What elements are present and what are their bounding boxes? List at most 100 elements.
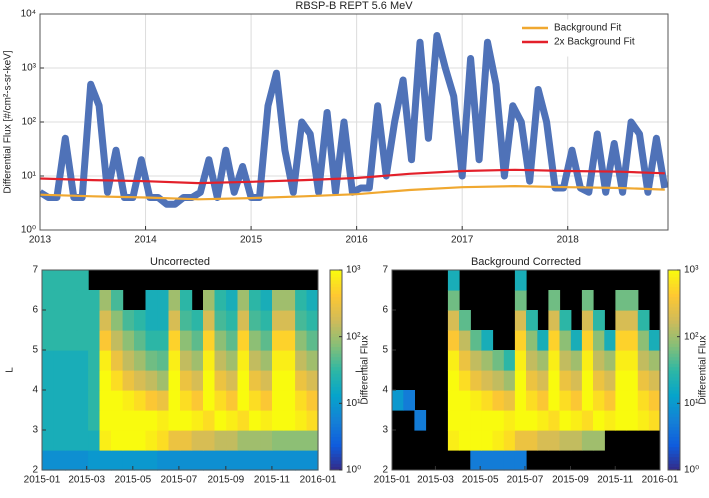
heat-cell — [306, 410, 319, 431]
heat-cell — [626, 350, 639, 371]
heat-cell — [168, 350, 181, 371]
heat-cell — [53, 390, 66, 411]
heat-cell — [99, 390, 112, 411]
colorbar-segment — [330, 396, 342, 401]
heat-cell — [615, 310, 628, 331]
heat-cell — [53, 310, 66, 331]
heat-cell — [559, 430, 572, 451]
heat-cell — [447, 390, 460, 411]
heat-cell — [503, 450, 516, 471]
heat-cell — [459, 430, 471, 451]
colorbar-segment — [668, 310, 680, 314]
heat-cell — [548, 350, 561, 371]
colorbar-label: Differential Flux — [698, 335, 709, 404]
colorbar-tick-label: 10³ — [346, 265, 361, 276]
heat-cell — [581, 310, 594, 331]
heat-cell — [191, 310, 204, 331]
heat-cell — [295, 310, 308, 331]
heat-cell — [76, 390, 89, 411]
heat-cell — [492, 390, 505, 411]
heat-cell — [392, 390, 404, 411]
heat-cell — [570, 370, 583, 391]
heat-cell — [447, 410, 460, 431]
y-tick-label: 6 — [32, 305, 38, 316]
heat-cell — [168, 450, 181, 471]
heat-cell — [648, 330, 661, 351]
colorbar-segment — [330, 313, 342, 318]
colorbar-segment — [330, 416, 342, 421]
heat-cell — [470, 390, 482, 411]
heat-cell — [157, 350, 170, 371]
heat-cell — [548, 370, 561, 391]
colorbar-segment — [668, 450, 680, 454]
colorbar-segment — [668, 436, 680, 441]
colorbar-segment — [668, 340, 680, 344]
colorbar-segment — [668, 376, 680, 381]
heat-cell — [88, 290, 101, 311]
heat-cell — [306, 290, 319, 311]
x-tick-label: 2014 — [134, 235, 157, 246]
x-tick-label: 2015 — [240, 235, 263, 246]
heat-cell — [53, 350, 66, 371]
heat-cell — [306, 370, 319, 391]
heat-cell — [226, 290, 239, 311]
heat-cell — [272, 450, 285, 471]
heat-cell — [447, 430, 460, 451]
heat-cell — [214, 310, 227, 331]
heat-cell — [226, 370, 239, 391]
colorbar-segment — [668, 363, 680, 368]
heat-cell — [514, 430, 527, 451]
colorbar-segment — [668, 356, 680, 361]
heat-cell — [481, 450, 494, 471]
heat-cell — [447, 350, 460, 371]
heat-cell — [99, 430, 112, 451]
colorbar-segment — [330, 430, 342, 434]
colorbar-segment — [330, 453, 342, 458]
heat-cell — [581, 410, 594, 431]
heat-cell — [122, 430, 135, 451]
heat-cell — [604, 370, 616, 391]
y-tick-label: 7 — [382, 265, 388, 276]
heat-cell — [459, 350, 471, 371]
colorbar-segment — [668, 283, 680, 288]
heat-cell — [459, 370, 471, 391]
heat-cell — [626, 370, 639, 391]
heat-cell — [180, 430, 193, 451]
colorbar-segment — [330, 466, 342, 471]
heat-cell — [615, 290, 628, 311]
heat-cell — [283, 330, 296, 351]
heat-cell — [648, 350, 661, 371]
colorbar-segment — [330, 270, 342, 274]
heat-cell — [42, 310, 55, 331]
heat-cell — [581, 390, 594, 411]
heat-cell — [626, 310, 639, 331]
heat-cell — [99, 310, 112, 331]
colorbar-segment — [668, 276, 680, 281]
colorbar-segment — [330, 463, 342, 468]
colorbar-frame — [667, 269, 681, 471]
colorbar-segment — [330, 326, 342, 331]
heat-cell — [615, 390, 628, 411]
colorbar-segment — [330, 420, 342, 424]
heat-cell — [88, 390, 101, 411]
colorbar-segment — [330, 403, 342, 408]
heat-cell — [203, 290, 216, 311]
heat-cell — [65, 370, 78, 391]
heat-cell — [526, 310, 538, 331]
heat-cell — [470, 350, 482, 371]
heat-cell — [65, 330, 78, 351]
heat-cell — [53, 430, 66, 451]
colorbar-segment — [668, 350, 680, 354]
heat-cell — [295, 430, 308, 451]
colorbar-segment — [330, 393, 342, 398]
colorbar-segment — [668, 386, 680, 391]
heat-cell — [180, 290, 193, 311]
heat-cell — [237, 310, 250, 331]
colorbar-frame — [329, 269, 343, 471]
heat-cell — [237, 450, 250, 471]
heat-cell — [214, 290, 227, 311]
heat-cell — [559, 350, 572, 371]
chart-title: Background Corrected — [471, 256, 581, 268]
heat-cell — [53, 450, 66, 471]
colorbar-tick-label: 10¹ — [346, 398, 361, 409]
